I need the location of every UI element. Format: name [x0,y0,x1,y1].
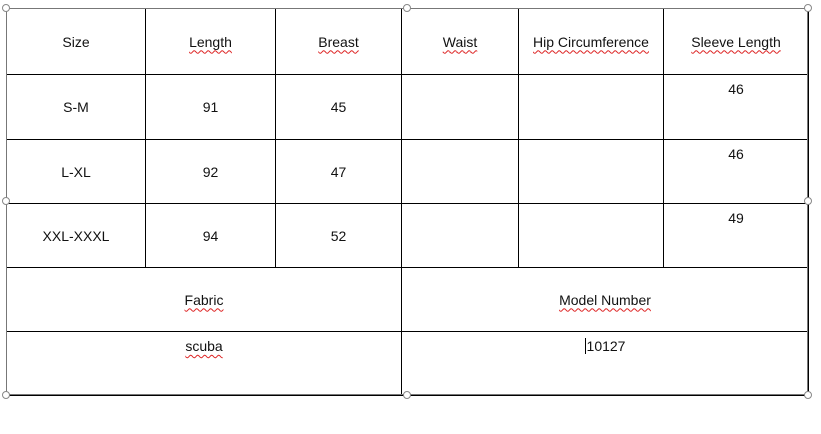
table-cell[interactable]: 94 [145,203,276,268]
cell-text: L-XL [61,163,91,180]
cell-text: Breast [318,33,359,50]
cell-text: 47 [330,163,347,180]
cell-text: Fabric [184,291,224,308]
table-cell[interactable]: S-M [6,74,146,140]
header-cell[interactable]: Waist [401,8,519,75]
header-cell[interactable]: Breast [275,8,402,75]
footer-header-cell[interactable]: Model Number [401,267,809,332]
table-cell[interactable]: 92 [145,139,276,204]
resize-handle-icon[interactable] [2,391,10,399]
cell-text: XXL-XXXL [42,227,110,244]
cell-text: S-M [63,99,89,115]
cell-text: 92 [202,163,219,180]
cell-text: scuba [185,338,223,354]
header-cell[interactable]: Length [145,8,276,75]
cell-text: Size [62,33,90,50]
cell-text: 52 [330,227,347,244]
resize-handle-icon[interactable] [403,391,411,399]
cell-text: 46 [728,81,744,97]
cell-text: 45 [330,99,347,115]
table-cell[interactable]: L-XL [6,139,146,204]
resize-handle-icon[interactable] [804,197,812,205]
table-cell[interactable]: 52 [275,203,402,268]
cell-text: Hip Circumference [533,33,649,50]
cell-text: Model Number [559,291,651,308]
resize-handle-icon[interactable] [804,391,812,399]
header-cell[interactable]: Sleeve Length [663,8,809,75]
footer-value-cell[interactable]: scuba [6,331,402,396]
footer-header-cell[interactable]: Fabric [6,267,402,332]
resize-handle-icon[interactable] [2,197,10,205]
table-cell[interactable]: 49 [663,203,809,268]
resize-handle-icon[interactable] [2,4,10,12]
table-cell[interactable]: 47 [275,139,402,204]
cell-text: Sleeve Length [691,33,781,50]
table-cell[interactable] [518,74,664,140]
table-cell[interactable]: XXL-XXXL [6,203,146,268]
cell-text: Waist [442,33,478,50]
text-cursor [584,338,586,354]
cell-text: 94 [202,227,219,244]
table-cell[interactable]: 45 [275,74,402,140]
table-cell[interactable] [401,74,519,140]
table-cell[interactable]: 46 [663,74,809,140]
cell-text: 91 [202,99,219,115]
header-cell[interactable]: Size [6,8,146,75]
resize-handle-icon[interactable] [403,4,411,12]
resize-handle-icon[interactable] [804,4,812,12]
header-cell[interactable]: Hip Circumference [518,8,664,75]
cell-text: 49 [728,210,744,226]
table-cell[interactable]: 91 [145,74,276,140]
cell-text: Length [189,33,232,50]
cell-text: 46 [728,146,744,162]
table-cell[interactable] [518,139,664,204]
table-cell[interactable] [401,139,519,204]
table-cell[interactable] [518,203,664,268]
footer-value-cell[interactable]: 10127 [401,331,809,396]
table-cell[interactable] [401,203,519,268]
cell-text: 10127 [586,338,626,354]
table-cell[interactable]: 46 [663,139,809,204]
